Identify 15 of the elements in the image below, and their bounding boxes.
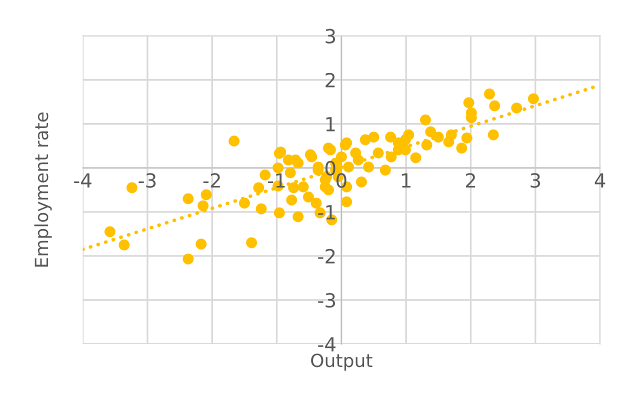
y-tick-label: 1 [326, 117, 335, 132]
y-tick-label: 3 [326, 28, 336, 44]
x-tick-label: 3 [530, 173, 540, 188]
x-tick-label: -3 [138, 173, 156, 188]
x-tick-label: -2 [203, 173, 220, 188]
x-tick-label: 4 [594, 173, 606, 188]
y-axis-title: Employment rate [34, 112, 52, 267]
x-tick-label: 1 [402, 173, 410, 188]
x-tick-label: -4 [74, 173, 92, 188]
y-tick-label: -4 [318, 337, 336, 352]
y-tick-label: 2 [326, 72, 335, 88]
x-axis-title: Output [311, 354, 372, 371]
x-tick-label: 2 [466, 173, 475, 188]
y-tick-label: -3 [318, 292, 336, 308]
y-tick-label: -2 [318, 248, 335, 264]
